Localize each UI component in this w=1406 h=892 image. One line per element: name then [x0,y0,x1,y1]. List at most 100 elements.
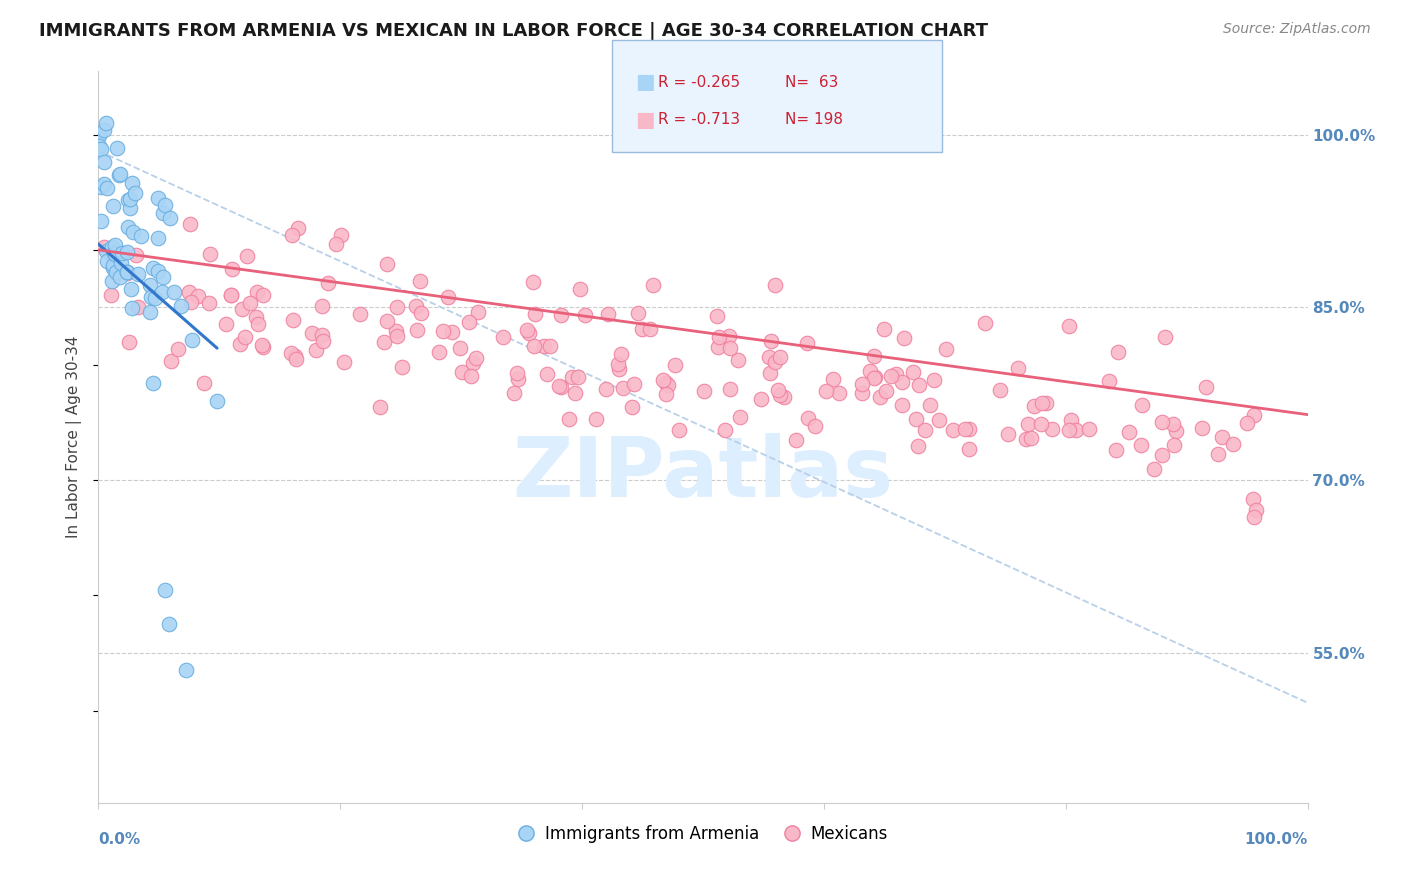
Point [139,290,162,304]
Point [252,288,274,302]
Point [568,282,591,296]
Point [174,663,197,677]
Point [440,325,463,339]
Point [706,310,728,324]
Point [492,330,515,344]
Point [349,307,371,321]
Point [205,394,228,409]
Point [124,186,146,200]
Point [411,306,433,320]
Point [221,287,243,301]
Point [1017,417,1039,431]
Point [283,349,305,363]
Text: R = -0.265: R = -0.265 [658,75,740,89]
Legend: Immigrants from Armenia, Mexicans: Immigrants from Armenia, Mexicans [512,818,894,849]
Point [907,439,929,453]
Point [146,264,169,278]
Point [235,330,257,344]
Point [890,376,912,390]
Point [714,423,737,437]
Point [467,304,489,318]
Point [763,277,786,292]
Point [409,274,432,288]
Point [905,411,928,425]
Point [333,355,356,369]
Point [87,128,110,142]
Point [330,227,353,242]
Point [94,116,117,130]
Point [550,380,572,394]
Point [96,180,118,194]
Point [891,398,914,412]
Point [585,412,607,426]
Point [451,365,474,379]
Point [115,265,138,279]
Point [709,330,731,344]
Point [100,274,122,288]
Point [159,617,181,632]
Point [281,227,304,242]
Point [953,422,976,436]
Point [179,217,201,231]
Point [141,376,163,390]
Point [1195,379,1218,393]
Point [129,229,152,244]
Point [506,366,529,380]
Point [1129,438,1152,452]
Point [1132,398,1154,412]
Point [522,275,544,289]
Point [1222,436,1244,450]
Y-axis label: In Labor Force | Age 30-34: In Labor Force | Age 30-34 [66,335,83,539]
Point [668,423,690,437]
Point [153,198,176,212]
Point [304,343,326,357]
Point [152,269,174,284]
Point [103,199,125,213]
Text: ZIPatlas: ZIPatlas [513,434,893,514]
Point [1040,422,1063,436]
Point [219,288,242,302]
Point [851,385,873,400]
Point [796,336,818,351]
Point [1098,374,1121,388]
Point [1021,431,1043,445]
Point [221,261,243,276]
Point [385,329,408,343]
Point [121,176,143,190]
Point [1236,416,1258,430]
Point [612,381,634,395]
Point [193,376,215,391]
Point [768,383,790,397]
Point [117,194,139,208]
Point [89,139,111,153]
Point [159,211,181,225]
Point [957,422,980,436]
Point [1007,361,1029,376]
Point [859,364,882,378]
Point [1118,425,1140,440]
Point [769,388,792,402]
Point [797,410,820,425]
Point [301,326,323,340]
Point [94,244,117,259]
Point [623,376,645,391]
Point [139,305,162,319]
Point [311,299,333,313]
Point [1150,448,1173,462]
Point [1243,510,1265,524]
Point [884,367,907,381]
Point [785,433,807,447]
Point [717,328,740,343]
Text: Source: ZipAtlas.com: Source: ZipAtlas.com [1223,22,1371,37]
Point [101,258,124,272]
Point [630,321,652,335]
Point [973,316,995,330]
Point [246,317,269,331]
Point [1191,421,1213,435]
Point [167,342,190,356]
Point [368,401,391,415]
Point [245,310,267,325]
Point [325,236,347,251]
Point [657,378,679,392]
Point [720,382,742,396]
